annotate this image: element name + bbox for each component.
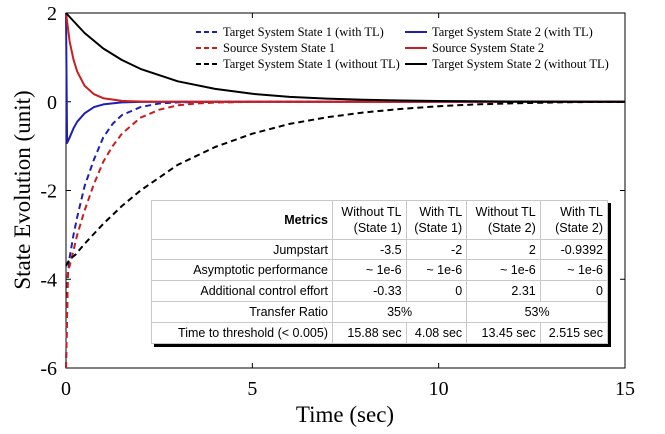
col-without-tl-state1: Without TL (State 1) [332, 200, 407, 240]
table-cell-span: 53% [466, 301, 608, 324]
legend: Target System State 1 (with TL) Target Sy… [196, 25, 609, 71]
x-axis-title: Time (sec) [296, 402, 394, 427]
series-line [65, 100, 626, 267]
table-cell: -0.9392 [539, 238, 609, 261]
legend-label: Source System State 1 [223, 41, 335, 55]
x-tick-labels: 0 5 10 15 [61, 378, 635, 400]
legend-label: Target System State 2 (with TL) [432, 25, 593, 39]
y-tick-label: -2 [40, 181, 57, 203]
col-head-line2: (State 2) [555, 220, 603, 235]
row-label: Asymptotic performance [151, 259, 333, 282]
y-tick-labels: -6 -4 -2 0 2 [40, 3, 57, 380]
series-line [65, 100, 625, 369]
metrics-table: Metrics Without TL (State 1) With TL (Stat… [151, 200, 609, 344]
table-row: Asymptotic performance ~ 1e-6 ~ 1e-6 ~ 1… [151, 259, 609, 282]
col-head-line1: Without TL [341, 204, 402, 219]
col-head-line1: Without TL [475, 204, 536, 219]
y-tick-label: 2 [47, 3, 57, 25]
x-tick-label: 5 [247, 378, 257, 400]
col-head-line1: With TL [419, 204, 463, 219]
table-cell: 15.88 sec [332, 322, 407, 344]
table-cell: ~ 1e-6 [466, 259, 541, 282]
table-cell: 4.08 sec [405, 322, 468, 344]
metrics-header-row: Metrics Without TL (State 1) With TL (Stat… [151, 200, 609, 240]
table-cell: -2 [405, 238, 468, 261]
legend-label: Target System State 2 (without TL) [432, 57, 609, 71]
table-cell: ~ 1e-6 [539, 259, 609, 282]
table-cell: 2.515 sec [539, 322, 609, 344]
table-cell: 2.31 [466, 280, 541, 303]
y-tick-label: -6 [40, 358, 57, 380]
col-head-line2: (State 1) [353, 220, 402, 235]
metrics-header-label: Metrics [151, 200, 333, 240]
table-cell: -3.5 [332, 238, 407, 261]
table-row: Time to threshold (< 0.005) 15.88 sec 4.… [151, 322, 609, 344]
table-cell: 0 [405, 280, 468, 303]
table-cell: 0 [539, 280, 609, 303]
table-row: Jumpstart -3.5 -2 2 -0.9392 [151, 238, 609, 261]
x-tick-label: 0 [61, 378, 71, 400]
series-line [65, 12, 625, 103]
row-label: Jumpstart [151, 238, 333, 261]
col-with-tl-state2: With TL (State 2) [539, 200, 609, 240]
legend-label: Target System State 1 (without TL) [223, 57, 400, 71]
y-axis-title: State Evolution (unit) [10, 90, 35, 289]
series-line [65, 12, 626, 103]
y-tick-label: 0 [47, 92, 57, 114]
y-tick-label: -4 [40, 269, 57, 291]
table-row: Additional control effort -0.33 0 2.31 0 [151, 280, 609, 303]
col-head-line1: With TL [560, 204, 603, 219]
legend-label: Target System State 1 (with TL) [223, 25, 384, 39]
series-lines [65, 12, 626, 369]
legend-label: Source System State 2 [432, 41, 544, 55]
col-without-tl-state2: Without TL (State 2) [466, 200, 541, 240]
table-cell: -0.33 [332, 280, 407, 303]
table-cell: 13.45 sec [466, 322, 541, 344]
row-label: Time to threshold (< 0.005) [151, 322, 333, 344]
table-cell: ~ 1e-6 [332, 259, 407, 282]
col-head-line2: (State 1) [414, 220, 463, 235]
row-label: Transfer Ratio [151, 301, 333, 324]
table-cell: 2 [466, 238, 541, 261]
x-tick-label: 10 [429, 378, 449, 400]
table-cell: ~ 1e-6 [405, 259, 468, 282]
row-label: Additional control effort [151, 280, 333, 303]
col-with-tl-state1: With TL (State 1) [405, 200, 468, 240]
x-tick-label: 15 [615, 378, 635, 400]
table-row: Transfer Ratio 35% 53% [151, 301, 608, 324]
col-head-line2: (State 2) [487, 220, 536, 235]
table-cell-span: 35% [331, 301, 468, 324]
